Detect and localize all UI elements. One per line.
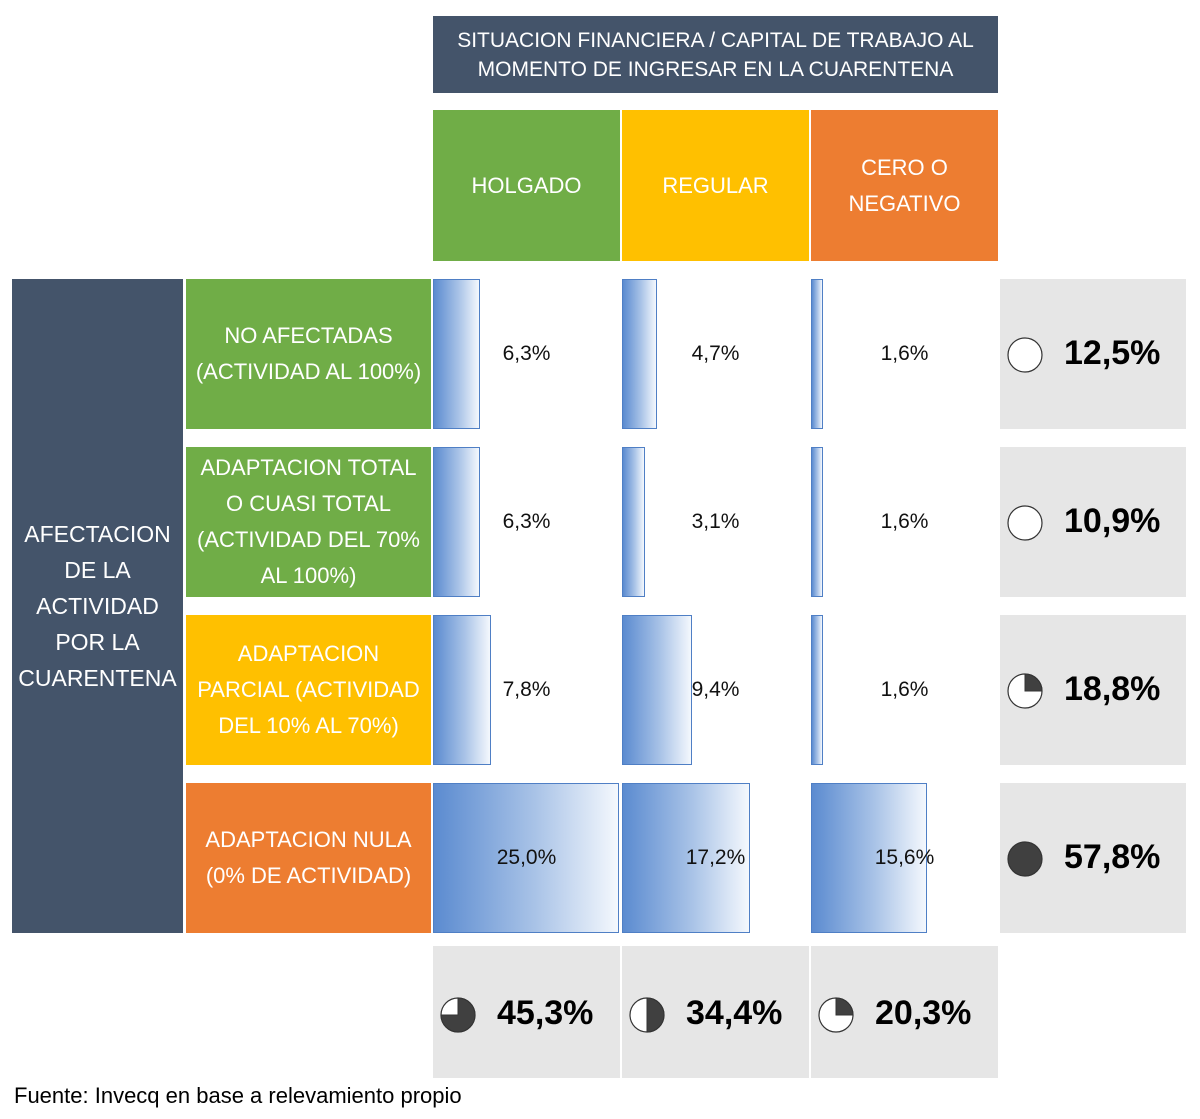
data-bar	[433, 783, 619, 933]
pie-outline	[1007, 337, 1043, 373]
pie-outline	[1007, 841, 1043, 877]
data-cell: 1,6%	[811, 447, 998, 597]
data-label: 1,6%	[880, 678, 929, 701]
data-label: 6,3%	[502, 510, 551, 533]
row-total-label: 12,5%	[1064, 334, 1161, 372]
data-bar	[811, 447, 823, 597]
data-label: 6,3%	[502, 342, 551, 365]
data-cell: 15,6%	[811, 783, 998, 933]
data-bar	[622, 447, 645, 597]
data-bar	[622, 783, 750, 933]
data-label: 1,6%	[880, 510, 929, 533]
row-header-adaptacion-nula: ADAPTACION NULA (0% DE ACTIVIDAD)	[186, 783, 431, 933]
row-total-box: 18,8%	[1000, 615, 1186, 765]
pie-icon	[1007, 673, 1043, 709]
row-total-label: 10,9%	[1064, 502, 1161, 540]
data-cell: 4,7%	[622, 279, 809, 429]
side-title: AFECTACION DE LA ACTIVIDAD POR LA CUAREN…	[12, 279, 183, 933]
source-note: Fuente: Invecq en base a relevamiento pr…	[14, 1083, 462, 1108]
pie-icon	[818, 997, 854, 1033]
data-bar	[433, 279, 480, 429]
column-header-regular: REGULAR	[622, 110, 809, 261]
data-cell: 1,6%	[811, 615, 998, 765]
data-cell: 7,8%	[433, 615, 620, 765]
column-total-box: 34,4%	[622, 946, 809, 1078]
pie-icon	[1007, 841, 1043, 877]
data-bar	[433, 615, 491, 765]
data-label: 1,6%	[880, 342, 929, 365]
data-bar	[433, 447, 480, 597]
pie-icon	[1007, 337, 1043, 373]
pie-icon	[629, 997, 665, 1033]
row-total-box: 12,5%	[1000, 279, 1186, 429]
data-bar	[622, 615, 692, 765]
column-total-box: 45,3%	[433, 946, 620, 1078]
row-header-adaptacion-parcial: ADAPTACION PARCIAL (ACTIVIDAD DEL 10% AL…	[186, 615, 431, 765]
data-cell: 6,3%	[433, 279, 620, 429]
column-total-label: 34,4%	[686, 994, 783, 1032]
pie-icon	[440, 997, 476, 1033]
pie-slice	[1024, 673, 1043, 692]
pie-outline	[1007, 505, 1043, 541]
data-cell: 17,2%	[622, 783, 809, 933]
data-cell: 25,0%	[433, 783, 620, 933]
data-label: 9,4%	[691, 678, 740, 701]
data-bar	[811, 615, 823, 765]
pie-slice	[835, 997, 854, 1016]
row-total-label: 18,8%	[1064, 670, 1161, 708]
header-title: SITUACION FINANCIERA / CAPITAL DE TRABAJ…	[433, 16, 998, 93]
row-total-box: 10,9%	[1000, 447, 1186, 597]
data-label: 3,1%	[691, 510, 740, 533]
data-bar	[811, 783, 927, 933]
data-cell: 6,3%	[433, 447, 620, 597]
column-total-label: 20,3%	[875, 994, 972, 1032]
row-total-label: 57,8%	[1064, 838, 1161, 876]
pie-slice	[646, 997, 665, 1033]
pie-icon	[1007, 505, 1043, 541]
column-header-holgado: HOLGADO	[433, 110, 620, 261]
pie-slice	[440, 997, 476, 1033]
data-cell: 3,1%	[622, 447, 809, 597]
data-label: 4,7%	[691, 342, 740, 365]
row-header-adaptacion-total: ADAPTACION TOTAL O CUASI TOTAL (ACTIVIDA…	[186, 447, 431, 597]
column-header-cero-o-negativo: CERO O NEGATIVO	[811, 110, 998, 261]
data-label: 17,2%	[685, 846, 746, 869]
row-total-box: 57,8%	[1000, 783, 1186, 933]
row-header-no-afectadas: NO AFECTADAS (ACTIVIDAD AL 100%)	[186, 279, 431, 429]
data-bar	[811, 279, 823, 429]
data-bar	[622, 279, 657, 429]
column-total-box: 20,3%	[811, 946, 998, 1078]
data-cell: 9,4%	[622, 615, 809, 765]
data-label: 15,6%	[874, 846, 935, 869]
column-total-label: 45,3%	[497, 994, 594, 1032]
data-label: 7,8%	[502, 678, 551, 701]
data-cell: 1,6%	[811, 279, 998, 429]
data-label: 25,0%	[496, 846, 557, 869]
